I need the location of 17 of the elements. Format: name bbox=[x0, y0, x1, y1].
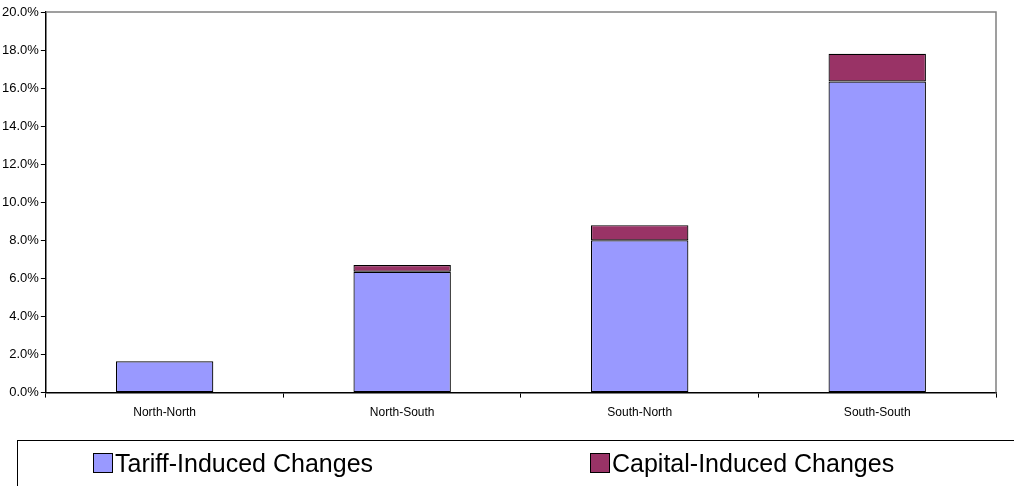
y-tick-label: 2.0% bbox=[9, 346, 40, 362]
y-tick-label: 12.0% bbox=[1, 155, 40, 171]
y-tick-label: 14.0% bbox=[1, 117, 40, 133]
x-tick-label: North-North bbox=[133, 405, 196, 420]
y-tick-label: 0.0% bbox=[9, 384, 40, 400]
y-tick-label: 6.0% bbox=[9, 270, 40, 285]
legend-label: Capital-Induced Changes bbox=[612, 449, 895, 477]
x-tick-label: South-South bbox=[843, 405, 911, 420]
y-tick-label: 18.0% bbox=[1, 41, 40, 57]
x-tick-label: North-South bbox=[369, 405, 435, 420]
y-tick-label: 10.0% bbox=[1, 193, 40, 209]
y-tick-label: 4.0% bbox=[9, 308, 40, 324]
x-tick-label: South-North bbox=[607, 405, 673, 420]
legend-label: Tariff-Induced Changes bbox=[115, 449, 374, 477]
y-tick-label: 16.0% bbox=[1, 79, 40, 95]
y-tick-label: 8.0% bbox=[9, 231, 40, 247]
y-tick-label: 20.0% bbox=[1, 3, 40, 19]
